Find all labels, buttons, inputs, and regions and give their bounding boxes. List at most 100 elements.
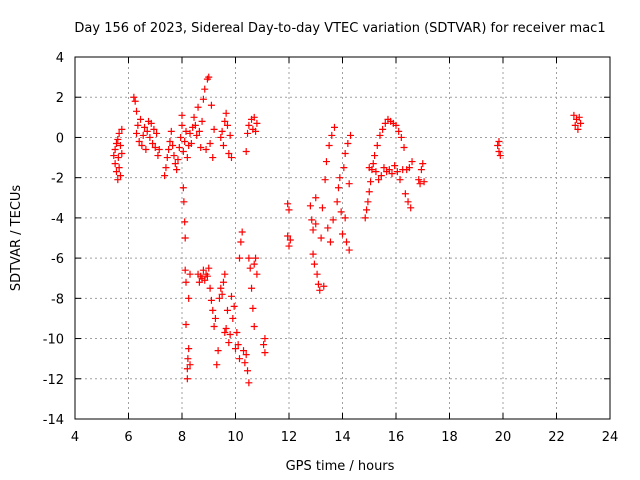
data-point	[364, 198, 372, 206]
x-tick-label: 18	[441, 430, 458, 445]
data-point	[337, 208, 345, 216]
data-point	[407, 204, 415, 212]
data-point	[248, 284, 256, 292]
data-point	[242, 351, 250, 359]
data-point	[326, 238, 334, 246]
data-point	[380, 164, 388, 172]
data-point	[179, 184, 187, 192]
data-point	[391, 162, 399, 170]
y-tick-label: 2	[56, 91, 64, 106]
data-point	[242, 148, 250, 156]
data-point	[193, 131, 201, 139]
data-point	[114, 154, 122, 162]
data-point	[321, 176, 329, 184]
data-point	[236, 254, 244, 262]
data-point	[209, 154, 217, 162]
data-point	[244, 129, 252, 137]
data-point	[210, 322, 218, 330]
data-point	[133, 107, 141, 115]
data-point	[134, 121, 142, 129]
data-point	[147, 119, 155, 127]
data-point	[577, 119, 585, 127]
data-point	[244, 367, 252, 375]
data-point	[369, 160, 377, 168]
data-point	[171, 160, 179, 168]
data-point	[371, 152, 379, 160]
data-point	[178, 121, 186, 129]
data-point	[153, 129, 161, 137]
data-point	[173, 166, 181, 174]
data-point	[404, 198, 412, 206]
data-point	[202, 146, 210, 154]
data-point	[322, 158, 330, 166]
data-point	[214, 347, 222, 355]
data-point	[495, 148, 503, 156]
data-point	[178, 111, 186, 119]
data-point	[284, 200, 292, 208]
data-point	[130, 93, 138, 101]
data-point	[222, 325, 230, 332]
data-point	[496, 152, 504, 160]
data-point	[191, 121, 199, 129]
data-point	[253, 119, 261, 127]
data-point	[155, 146, 163, 154]
x-tick-label: 20	[495, 430, 512, 445]
x-tick-label: 22	[548, 430, 565, 445]
data-point	[379, 125, 387, 133]
data-point	[112, 168, 120, 176]
data-point	[328, 131, 336, 139]
data-point	[174, 156, 182, 164]
data-point	[252, 127, 260, 135]
data-point	[339, 230, 346, 238]
data-point	[241, 359, 249, 367]
y-tick-label: -12	[43, 373, 64, 388]
x-tick-label: 24	[602, 430, 619, 445]
data-point	[219, 278, 227, 286]
data-point	[261, 349, 269, 357]
data-point	[112, 139, 120, 147]
data-point	[151, 144, 159, 151]
data-point	[194, 103, 202, 111]
data-point	[325, 141, 333, 149]
data-point	[195, 127, 203, 135]
y-tick-label: -2	[51, 172, 64, 187]
data-point	[570, 111, 578, 119]
data-point	[236, 355, 244, 363]
data-point	[179, 148, 187, 156]
data-point	[309, 226, 317, 234]
data-point	[218, 290, 226, 298]
data-point	[250, 322, 258, 330]
x-tick-label: 6	[124, 430, 132, 445]
y-tick-label: -4	[51, 212, 64, 227]
data-point	[249, 304, 257, 312]
data-point	[139, 131, 147, 139]
data-point	[186, 129, 194, 137]
y-tick-label: 4	[56, 51, 64, 66]
y-tick-label: -6	[51, 252, 64, 267]
data-point	[245, 121, 253, 129]
data-point	[345, 246, 353, 254]
data-point	[111, 160, 119, 168]
data-point	[367, 178, 375, 186]
data-point	[221, 270, 229, 278]
data-point	[317, 234, 325, 242]
data-point	[316, 286, 324, 294]
data-point	[209, 306, 217, 314]
data-point	[416, 180, 424, 188]
data-point	[115, 164, 123, 172]
data-point	[149, 139, 157, 147]
data-point	[363, 206, 371, 214]
data-point	[118, 125, 126, 133]
data-point	[392, 121, 400, 129]
data-point	[400, 144, 408, 151]
data-point	[365, 188, 373, 196]
x-tick-label: 16	[388, 430, 405, 445]
data-point	[131, 97, 139, 105]
data-point	[246, 264, 254, 272]
data-point	[217, 284, 225, 292]
x-tick-label: 10	[227, 430, 244, 445]
data-point	[185, 345, 193, 353]
data-points	[110, 73, 585, 387]
data-point	[183, 365, 191, 373]
data-point	[118, 150, 126, 158]
